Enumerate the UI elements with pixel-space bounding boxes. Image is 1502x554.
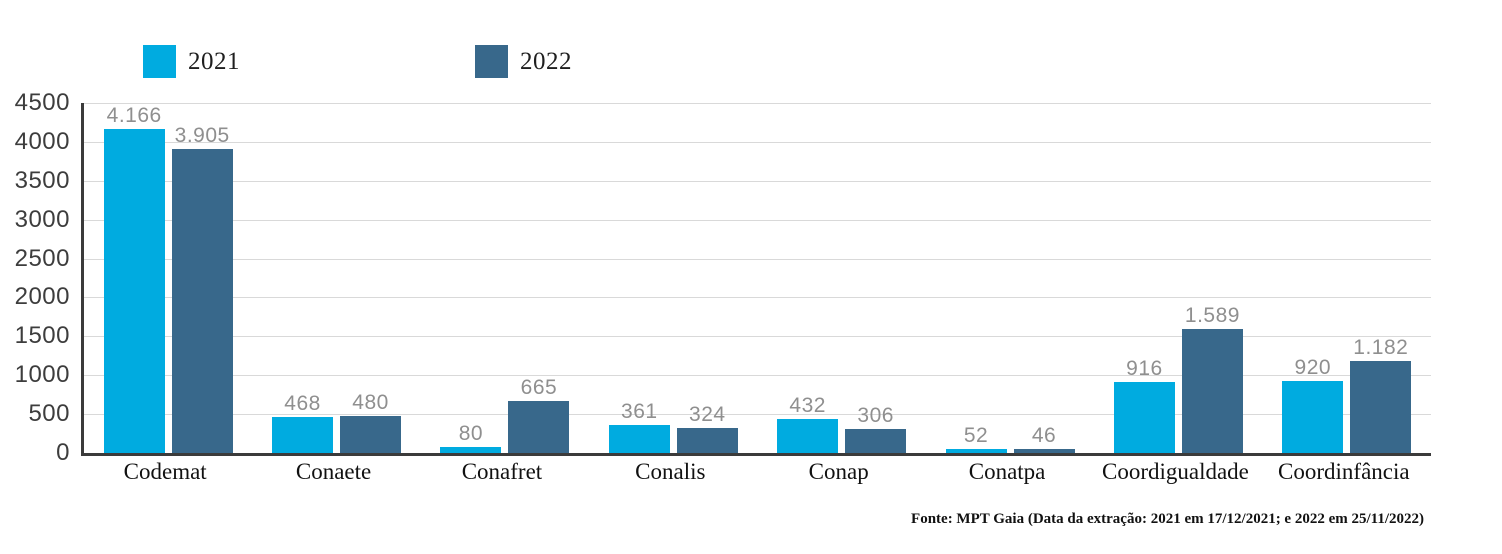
legend-label-2022: 2022 [520,47,572,75]
bar-value-label-coordigualdade-2022: 1.589 [1184,304,1240,327]
bar-value-label-coordinfância-2022: 1.182 [1353,336,1409,359]
y-axis-labels: 0 500 1000 1500 2000 2500 3000 3500 4000 4500 [0,90,70,466]
bar-coordigualdade-2021: 916 [1113,357,1175,453]
bar-conap-2022: 306 [845,404,907,453]
bar-group-conap: 432 306 [758,103,926,453]
bar-value-label-conalis-2022: 324 [689,403,726,426]
bar-coordinfância-2022: 1.182 [1350,336,1412,453]
bar-value-label-conaete-2022: 480 [352,391,389,414]
gridline-1500 [84,336,1431,338]
x-tick-label-conaete: Conaete [295,459,372,484]
x-tick-label-conatpa: Conatpa [968,459,1046,484]
legend-swatch-2022 [475,45,508,78]
bar-value-label-conafret-2022: 665 [520,376,558,399]
legend-item-2022: 2022 [475,45,572,78]
bar-coordinfância-2021: 920 [1282,356,1344,453]
bar-value-label-conafret-2021: 80 [458,422,484,445]
bar-conalis-2022: 324 [676,403,738,453]
bar-group-conalis: 361 324 [589,103,757,453]
bar-conaete-2021: 468 [272,392,334,453]
x-tick-label-conap: Conap [808,459,869,484]
x-tick-label-conalis: Conalis [635,459,706,484]
y-tick-label-2000: 2000 [14,283,70,311]
bar-value-label-conatpa-2021: 52 [963,424,989,447]
bar-group-coordigualdade: 916 1.589 [1094,103,1262,453]
bar-codemat-2021: 4.166 [103,104,165,453]
gridline-2000 [84,297,1431,299]
bar-group-conatpa: 52 46 [926,103,1094,453]
y-tick-label-1500: 1500 [14,322,70,350]
bar-value-label-coordigualdade-2021: 916 [1126,357,1163,380]
bar-value-label-conap-2021: 432 [789,394,826,417]
bar-conafret-2021: 80 [440,422,502,453]
gridline-2500 [84,258,1431,260]
bar-conap-2021: 432 [777,394,839,453]
bar-group-codemat: 4.166 3.905 [84,103,252,453]
bar-coordigualdade-2022: 1.589 [1181,304,1243,453]
bar-value-label-conalis-2021: 361 [621,400,658,423]
plot-area: 4.166 3.905 468 480 80 665 361 324 432 306 52 46 916… [81,103,1431,456]
gridline-4500 [84,103,1431,104]
bar-group-coordinfância: 920 1.182 [1263,103,1431,453]
footer-source-note: Fonte: MPT Gaia (Data da extração: 2021 … [911,511,1424,527]
x-tick-label-conafret: Conafret [461,459,543,484]
gridline-500 [84,414,1431,416]
bar-value-label-coordinfância-2021: 920 [1294,356,1332,379]
legend-swatch-2021 [143,45,176,78]
bar-value-label-codemat-2021: 4.166 [106,104,162,127]
y-tick-label-4000: 4000 [14,127,70,155]
y-tick-label-500: 500 [28,400,70,428]
x-tick-label-codemat: Codemat [123,459,207,484]
y-tick-label-2500: 2500 [14,244,70,272]
bar-group-conaete: 468 480 [252,103,420,453]
legend-label-2021: 2021 [188,47,240,75]
bar-value-label-codemat-2022: 3.905 [174,124,230,147]
bar-value-label-conaete-2021: 468 [284,392,321,415]
gridline-4000 [84,141,1431,143]
bar-conaete-2022: 480 [340,391,402,453]
bar-codemat-2022: 3.905 [171,124,233,453]
y-tick-label-4500: 4500 [14,89,70,116]
bar-conatpa-2022: 46 [1013,424,1075,453]
y-tick-label-3500: 3500 [14,166,70,194]
bar-conalis-2021: 361 [608,400,670,453]
bar-value-label-conap-2022: 306 [857,404,894,427]
y-tick-label-1000: 1000 [14,361,70,389]
y-tick-label-0: 0 [56,439,70,466]
gridline-3500 [84,180,1431,182]
bar-conatpa-2021: 52 [945,424,1007,453]
legend-item-2021: 2021 [143,45,240,78]
x-tick-label-coordigualdade: Coordigualdade [1101,459,1249,484]
bars-row: 4.166 3.905 468 480 80 665 361 324 432 306 52 46 916… [84,103,1431,453]
y-tick-label-3000: 3000 [14,205,70,233]
bar-value-label-conatpa-2022: 46 [1031,424,1057,447]
bar-group-conafret: 80 665 [421,103,589,453]
gridline-3000 [84,219,1431,221]
x-axis-labels: Codemat Conaete Conafret Conalis Conap Conatp… [81,459,1428,485]
x-tick-label-coordinfância: Coordinfância [1278,459,1410,484]
gridline-1000 [84,375,1431,377]
bar-conafret-2022: 665 [508,376,570,453]
